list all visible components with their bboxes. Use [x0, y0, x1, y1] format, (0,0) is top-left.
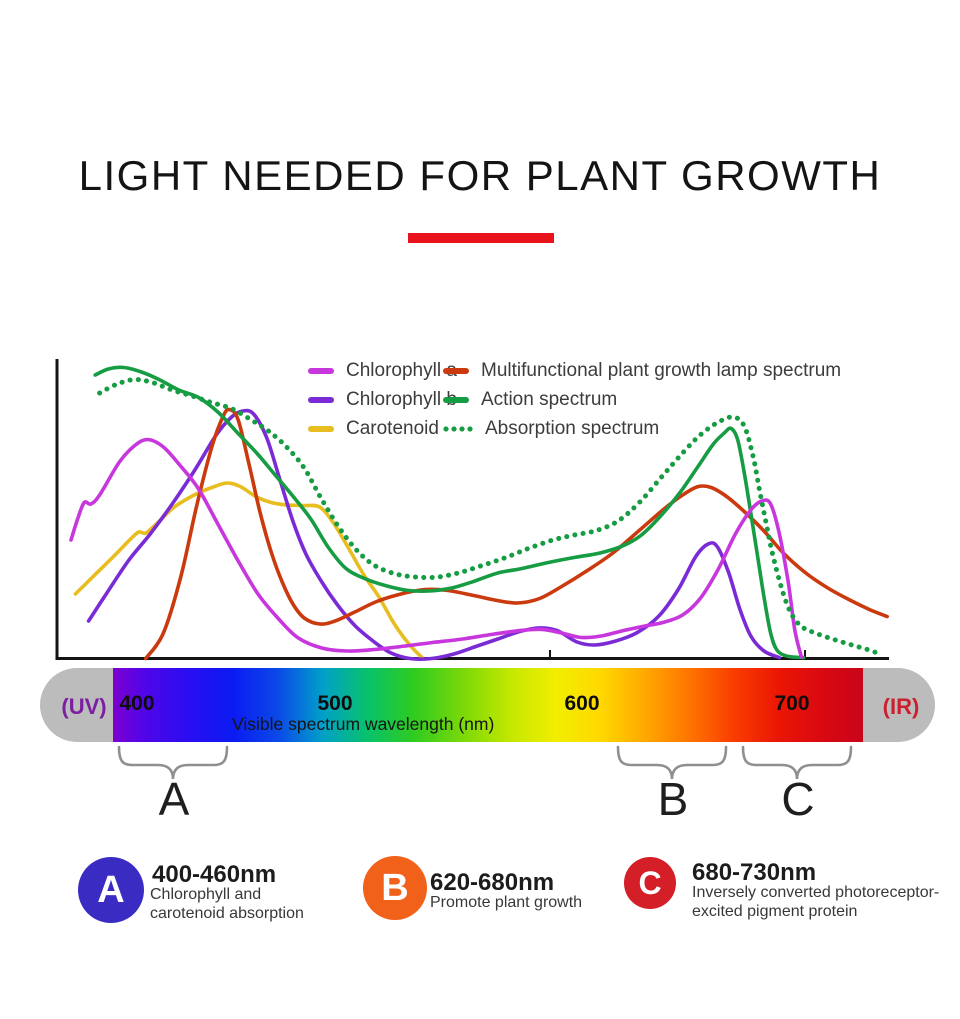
bracket-a-label: A — [158, 773, 190, 825]
legend-swatch-chlorophyll-b-icon — [308, 396, 334, 403]
wavelength-tick-600: 600 — [564, 692, 600, 715]
badge-c-description: Inversely converted photoreceptor- excit… — [692, 884, 939, 921]
bracket-b — [616, 745, 728, 780]
legend-swatch-action-spectrum-icon — [443, 396, 469, 403]
legend-label: Action spectrum — [481, 388, 618, 410]
bracket-b-label: B — [657, 773, 689, 825]
curve-lamp-spectrum — [144, 407, 889, 661]
legend-swatch-lamp-spectrum-icon — [443, 367, 469, 374]
bracket-a — [117, 745, 229, 780]
badge-c-description-line-1: Inversely converted photoreceptor- — [692, 884, 940, 901]
badge-b-description-line-1: Promote plant growth — [430, 894, 583, 911]
wavelength-axis-label: Visible spectrum wavelength (nm) — [232, 714, 495, 734]
bracket-c-label: C — [781, 773, 815, 825]
badge-c-circle-icon: C — [624, 857, 676, 909]
badge-b-range: 620-680nm — [430, 869, 555, 896]
badge-c-description-line-2: excited pigment protein — [692, 902, 858, 920]
curve-absorption-spectrum — [97, 376, 881, 656]
badge-a-circle-icon: A — [78, 857, 144, 923]
legend-label: Multifunctional plant growth lamp spectr… — [481, 359, 842, 381]
chart-legend-column-2: Multifunctional plant growth lamp spectr… — [443, 356, 841, 443]
curve-chlorophyll-a — [69, 437, 804, 659]
chart-legend-column-1: Chlorophyll a Chlorophyll b Carotenoid — [308, 356, 457, 443]
spectrum-bar-gradient — [113, 668, 863, 742]
wavelength-tick-700: 700 — [774, 692, 810, 715]
badge-a-description-line-1: Chlorophyll and — [150, 886, 262, 903]
badge-b-circle-icon: B — [363, 856, 427, 920]
bracket-c — [741, 745, 853, 780]
curve-action-spectrum — [93, 365, 806, 660]
badge-a-description-line-2: carotenoid absorption — [150, 904, 304, 922]
legend-item-lamp-spectrum: Multifunctional plant growth lamp spectr… — [443, 356, 841, 385]
legend-item-carotenoid: Carotenoid — [308, 414, 457, 443]
badge-b-description: Promote plant growth — [430, 894, 582, 913]
badge-a-range: 400-460nm — [152, 861, 277, 888]
legend-item-chlorophyll-a: Chlorophyll a — [308, 356, 457, 385]
legend-item-absorption-spectrum: Absorption spectrum — [443, 414, 841, 443]
badge-b-letter: B — [381, 866, 409, 909]
legend-item-chlorophyll-b: Chlorophyll b — [308, 385, 457, 414]
legend-swatch-chlorophyll-a-icon — [308, 367, 334, 374]
badge-c-range: 680-730nm — [692, 859, 817, 886]
legend-label: Carotenoid — [346, 417, 439, 439]
title-underline — [408, 233, 554, 243]
uv-label: (UV) — [61, 694, 107, 719]
wavelength-tick-400: 400 — [119, 692, 155, 715]
badge-a-description: Chlorophyll and carotenoid absorption — [150, 886, 304, 923]
ir-label: (IR) — [882, 694, 920, 719]
curve-carotenoid — [73, 481, 425, 661]
legend-label: Chlorophyll a — [346, 359, 457, 381]
legend-item-action-spectrum: Action spectrum — [443, 385, 841, 414]
legend-label: Absorption spectrum — [485, 417, 660, 439]
wavelength-tick-500: 500 — [317, 692, 353, 715]
badge-c-letter: C — [638, 864, 662, 901]
page-title: LIGHT NEEDED FOR PLANT GROWTH — [78, 152, 882, 199]
legend-swatch-absorption-spectrum-icon — [443, 425, 473, 432]
spectra-chart-canvas — [55, 359, 889, 661]
legend-swatch-carotenoid-icon — [308, 425, 334, 432]
curve-chlorophyll-b — [86, 408, 782, 661]
badge-a-letter: A — [97, 868, 125, 911]
legend-label: Chlorophyll b — [346, 388, 457, 410]
